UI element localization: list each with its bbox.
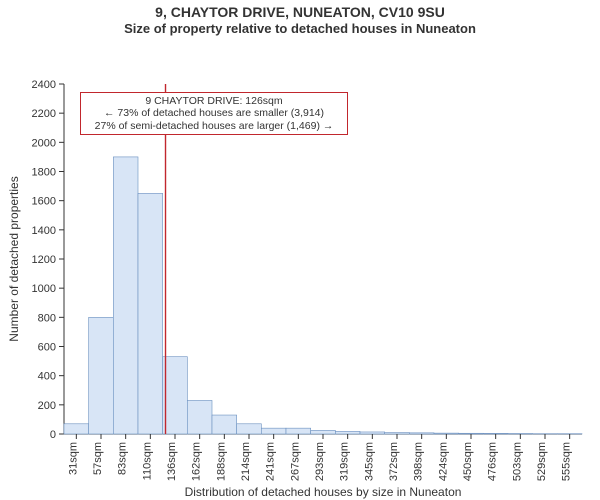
x-tick-label: 214sqm: [240, 442, 252, 481]
histogram-bar: [360, 432, 385, 434]
page-title: 9, CHAYTOR DRIVE, NUNEATON, CV10 9SU: [0, 0, 600, 21]
histogram-bar: [138, 194, 163, 435]
annotation-box: 9 CHAYTOR DRIVE: 126sqm← 73% of detached…: [80, 92, 348, 134]
histogram-bar: [409, 433, 434, 434]
y-tick-label: 1600: [32, 196, 56, 208]
chart-container: 0 200 400 600 800 1000 1200 1400 1600 1800 2000 220…: [0, 36, 600, 500]
x-tick-label: 57sqm: [92, 442, 104, 475]
x-tick-label: 188sqm: [215, 442, 227, 481]
y-axis-label: Number of detached properties: [7, 177, 21, 342]
histogram-bar: [237, 424, 262, 434]
y-tick-label: 1800: [32, 167, 56, 179]
x-tick-label: 319sqm: [339, 442, 351, 481]
y-tick-label: 800: [38, 313, 56, 325]
histogram-bar: [311, 431, 336, 435]
y-tick-label: 0: [50, 429, 56, 441]
x-tick-label: 110sqm: [141, 442, 153, 480]
x-tick-label: 529sqm: [536, 442, 548, 481]
annotation-line: ← 73% of detached houses are smaller (3,…: [85, 107, 343, 119]
x-tick-label: 267sqm: [289, 442, 301, 481]
histogram-bar: [113, 157, 138, 434]
y-tick-label: 400: [38, 371, 56, 383]
histogram-bar: [335, 432, 360, 435]
x-tick-label: 345sqm: [363, 442, 375, 481]
x-tick-label: 83sqm: [117, 442, 129, 475]
x-tick-label: 424sqm: [437, 442, 449, 481]
y-tick-label: 2400: [32, 79, 56, 91]
x-tick-label: 398sqm: [413, 442, 425, 481]
histogram-bar: [261, 429, 286, 435]
y-tick-label: 200: [38, 400, 56, 412]
x-tick-label: 372sqm: [388, 442, 400, 481]
x-tick-label: 293sqm: [314, 442, 326, 481]
histogram-bar: [459, 434, 484, 435]
histogram-bar: [385, 433, 410, 434]
histogram-bar: [187, 401, 212, 435]
x-tick-label: 162sqm: [191, 442, 203, 481]
x-tick-label: 450sqm: [462, 442, 474, 481]
x-tick-label: 503sqm: [511, 442, 523, 481]
annotation-line: 27% of semi-detached houses are larger (…: [85, 120, 343, 132]
y-tick-label: 2200: [32, 109, 56, 121]
x-axis-label: Distribution of detached houses by size …: [185, 485, 462, 499]
y-tick-label: 1200: [32, 254, 56, 266]
histogram-bar: [89, 318, 114, 435]
y-tick-label: 1000: [32, 284, 56, 296]
histogram-bar: [212, 415, 237, 434]
x-tick-label: 476sqm: [487, 442, 499, 481]
page-subtitle: Size of property relative to detached ho…: [0, 21, 600, 37]
x-tick-label: 555sqm: [561, 442, 573, 481]
x-tick-label: 31sqm: [67, 442, 79, 475]
histogram-bar: [434, 434, 459, 435]
y-tick-label: 2000: [32, 138, 56, 150]
x-tick-label: 136sqm: [166, 442, 178, 481]
x-tick-label: 241sqm: [265, 442, 277, 481]
histogram-bar: [483, 434, 508, 435]
y-tick-label: 1400: [32, 225, 56, 237]
annotation-line: 9 CHAYTOR DRIVE: 126sqm: [85, 95, 343, 107]
histogram-bar: [64, 424, 89, 434]
y-tick-label: 600: [38, 342, 56, 354]
histogram-bar: [163, 357, 188, 434]
histogram-bar: [286, 429, 311, 435]
